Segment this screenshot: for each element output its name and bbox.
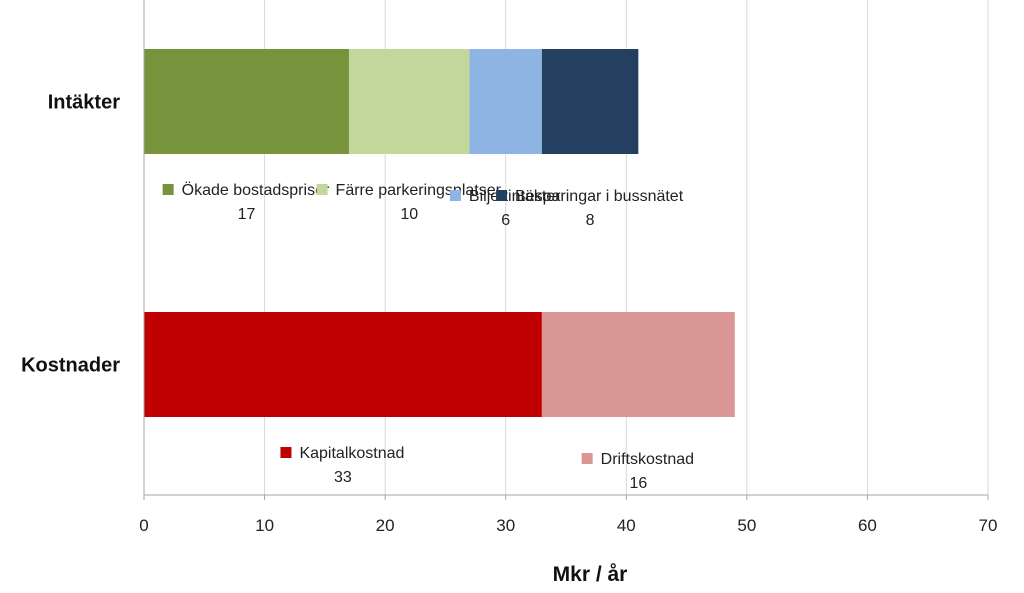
x-tick-label-5: 50 <box>737 516 756 535</box>
x-tick-label-4: 40 <box>617 516 636 535</box>
legend-swatch-0-2 <box>449 190 461 201</box>
bar-segment-1-0 <box>144 312 542 417</box>
x-tick-label-1: 10 <box>255 516 274 535</box>
bar-segment-1-1 <box>541 312 735 417</box>
segment-name-1-0: Kapitalkostnad <box>299 445 404 462</box>
category-label-1: Kostnader <box>21 355 120 377</box>
bar-segment-0-1 <box>348 49 470 154</box>
segment-name-0-2: Biljettintäkter <box>469 188 561 205</box>
legend-swatch-1-0 <box>280 447 292 458</box>
legend-swatch-0-1 <box>316 184 328 195</box>
legend-swatch-1-1 <box>581 453 593 464</box>
segment-name-0-0: Ökade bostadspriser <box>182 181 330 199</box>
bars <box>144 49 735 417</box>
category-label-0: Intäkter <box>48 92 120 114</box>
legend-swatch-0-0 <box>162 184 174 195</box>
x-tick-label-3: 30 <box>496 516 515 535</box>
x-tick-label-0: 0 <box>139 516 148 535</box>
segment-name-1-1: Driftskostnad <box>601 451 694 468</box>
bar-segment-0-3 <box>541 49 639 154</box>
segment-value-0-2: 6 <box>501 212 510 229</box>
bar-segment-0-0 <box>144 49 349 154</box>
segment-value-1-0: 33 <box>334 469 352 486</box>
segment-name-0-3: Besparingar i bussnätet <box>515 188 684 205</box>
x-tick-label-7: 70 <box>979 516 998 535</box>
legend-swatch-0-3 <box>496 190 508 201</box>
x-tick-label-2: 20 <box>376 516 395 535</box>
x-tick-label-6: 60 <box>858 516 877 535</box>
segment-value-0-0: 17 <box>238 206 256 223</box>
bar-segment-0-2 <box>469 49 542 154</box>
x-axis-title: Mkr / år <box>553 563 628 586</box>
segment-value-1-1: 16 <box>629 475 647 492</box>
x-axis: 0 10 20 30 40 50 60 70 <box>139 0 997 535</box>
segment-value-0-1: 10 <box>400 206 418 223</box>
segment-value-0-3: 8 <box>586 212 595 229</box>
